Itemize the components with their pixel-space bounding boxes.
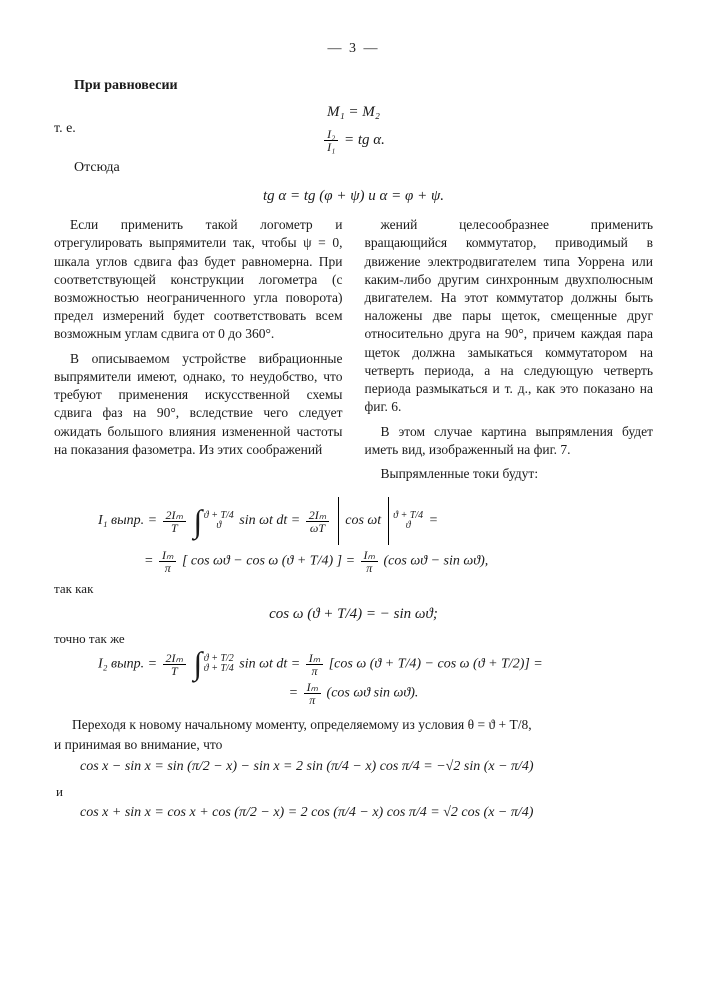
eq-cos-plus-sin: cos x + sin x = cos x + cos (π/2 − x) = … [80,804,653,823]
eq-I1-line1: I₁ выпр. = 2IₘT ∫ ϑ + T/4ϑ sin ωt dt = 2… [98,497,653,545]
right-para-1: жений целесообразнее применить вращающий… [365,216,654,416]
te-label: т. е. [54,120,76,139]
otsyuda-label: Отсюда [54,159,653,178]
left-para-2: В описываемом устройстве вибрационные вы… [54,350,343,459]
eq-tg-alpha: tg α = tg (φ + ψ) и α = φ + ψ. [54,186,653,206]
page-number: — 3 — [54,40,653,59]
eq-i2i1-tga: I₂ I₁ = tg α. [54,128,653,153]
eq-I2-line1: I₂ выпр. = 2IₘT ∫ ϑ + T/2ϑ + T/4 sin ωt … [98,652,653,677]
two-column-block: Если применить такой логометр и отрегули… [54,216,653,489]
eq-I1-line2: = Iₘπ [ cos ωϑ − cos ω (ϑ + T/4) ] = Iₘπ… [144,549,653,574]
integral-icon: ∫ [194,512,203,531]
transition-line: Переходя к новому начальному моменту, оп… [54,716,653,734]
column-left: Если применить такой логометр и отрегули… [54,216,343,489]
tak-kak-label: так как [54,580,653,598]
column-right: жений целесообразнее применить вращающий… [365,216,654,489]
section-pri-ravnovesii: При равновесии [54,77,653,96]
integral-icon: ∫ [194,654,203,673]
eq-cos-eq-minus-sin: cos ω (ϑ + T/4) = − sin ωϑ; [54,604,653,624]
eq-cos-minus-sin: cos x − sin x = sin (π/2 − x) − sin x = … [80,758,653,777]
tochno-tak-zhe-label: точно так же [54,630,653,648]
eq-m1m2: M₁ = M₂ [54,102,653,122]
eq-I2-line2: = Iₘπ (cos ωϑ sin ωϑ). [54,681,653,706]
right-para-2: В этом случае картина выпрямления будет … [365,423,654,459]
left-para-1: Если применить такой логометр и отрегули… [54,216,343,344]
closing-paragraph: Переходя к новому начальному моменту, оп… [54,716,653,754]
taking-line: и принимая во внимание, что [54,736,653,754]
frac-i2-i1: I₂ I₁ [324,128,338,153]
i-connector: и [56,783,653,801]
right-para-3: Выпрямленные токи будут: [365,465,654,483]
